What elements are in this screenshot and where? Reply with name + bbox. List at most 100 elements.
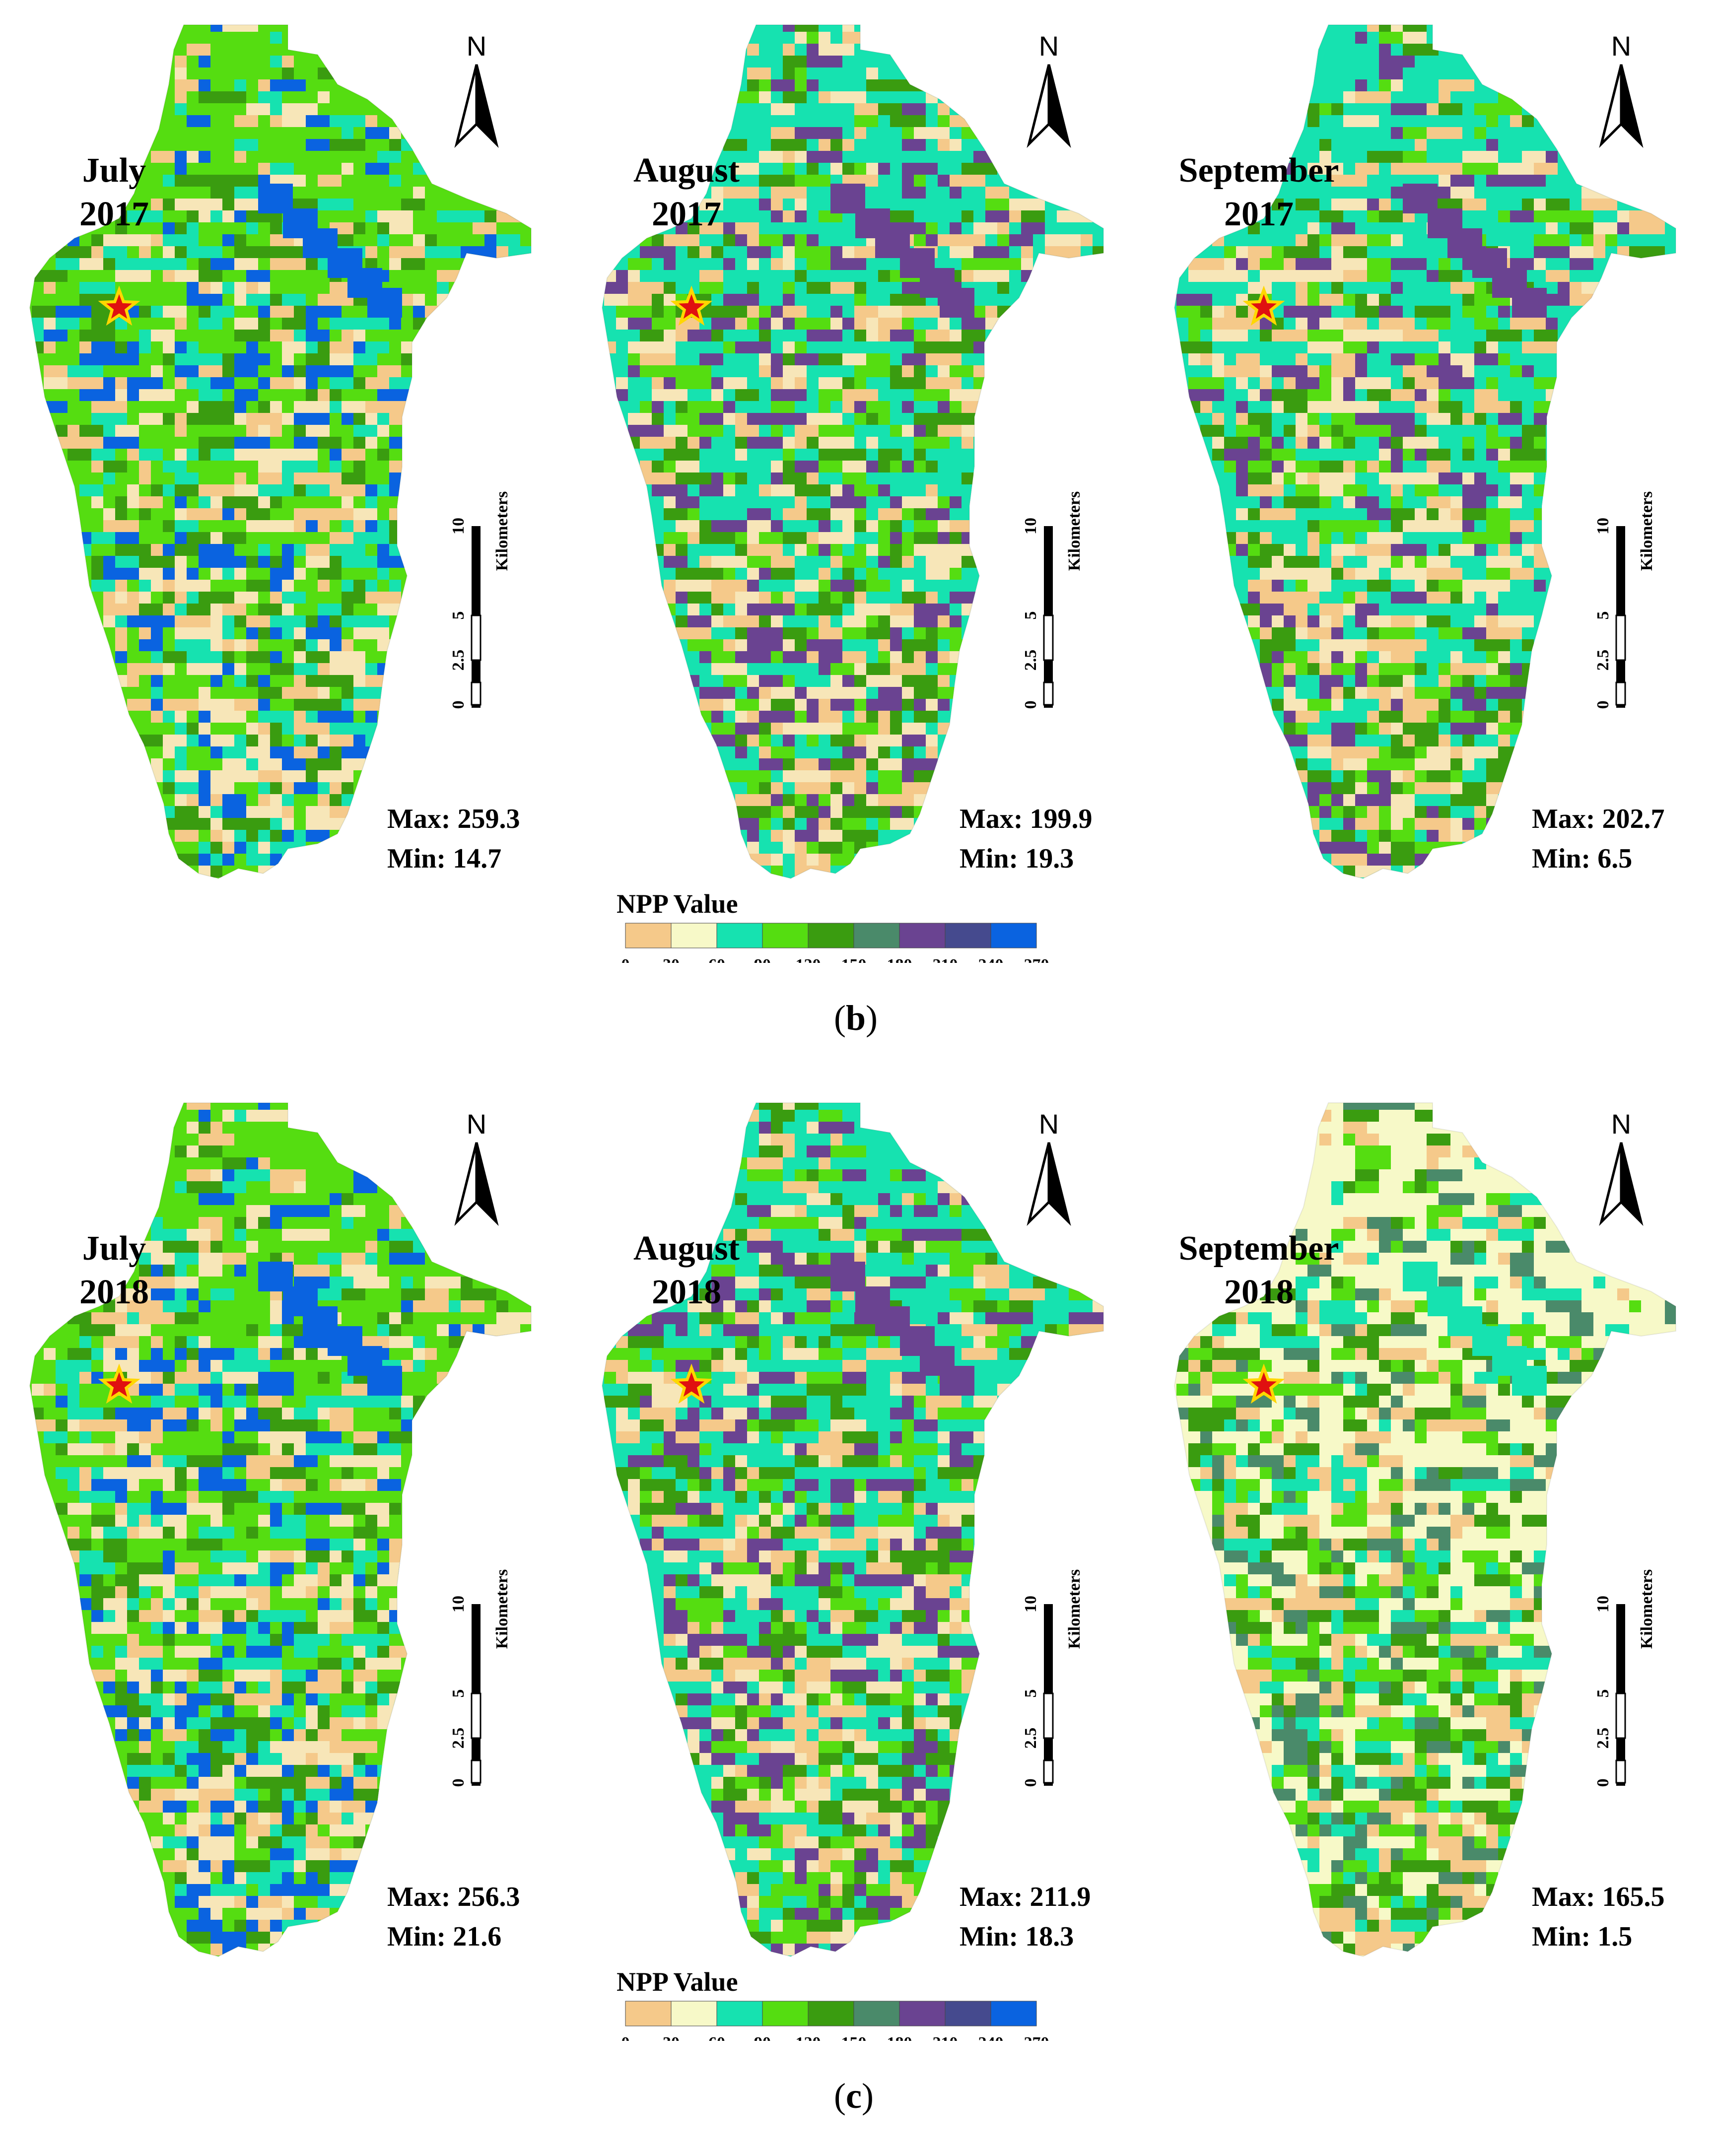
north-arrow-icon: N (1591, 1108, 1651, 1227)
legend-tick: 270 (1024, 2034, 1049, 2041)
north-arrow-icon: N (447, 30, 506, 149)
month-year-label: August 2017 (602, 149, 771, 236)
legend-swatch (716, 923, 763, 948)
scale-tick: 5 (1022, 1689, 1040, 1698)
month-text: July (82, 1229, 146, 1268)
map-panel-august-2018: August 2018 N Kilometers 0 2.5 5 10 Max: 211.9 Mi… (572, 1078, 1145, 2038)
scale-bar: Kilometers 0 2.5 5 10 (1014, 437, 1094, 715)
npp-legend: NPP Value 0 30 60 90 120 150 180 210 240 270 (611, 1966, 1087, 2041)
region-outline (29, 24, 532, 879)
legend-swatch (762, 923, 809, 948)
legend-tick: 60 (708, 2034, 725, 2041)
min-value: Min: 14.7 (387, 843, 502, 874)
legend-title: NPP Value (617, 1967, 738, 1997)
npp-map (601, 24, 1104, 879)
year-text: 2018 (652, 1273, 721, 1311)
legend-tick: 60 (708, 956, 725, 963)
site-star-icon (670, 285, 713, 326)
scale-tick: 0 (1594, 1779, 1612, 1787)
min-value: Min: 21.6 (387, 1921, 502, 1952)
legend-swatch (625, 923, 672, 948)
map-panel-july-2018: July 2018 N Kilometers 0 2.5 5 10 Max: 256.3 Min:… (0, 1078, 572, 2038)
legend-swatch (945, 2001, 991, 2026)
max-min-stats: Max: 202.7 Min: 6.5 (1532, 799, 1665, 878)
scale-unit: Kilometers (1065, 1569, 1084, 1649)
legend-tick: 120 (796, 956, 821, 963)
region-outline (1173, 1102, 1676, 1957)
legend-tick: 180 (887, 956, 912, 963)
map-panel-august-2017: August 2017 N Kilometers 0 2.5 5 10 Max: 199.9 Mi… (572, 0, 1145, 960)
max-min-stats: Max: 256.3 Min: 21.6 (387, 1877, 520, 1956)
caption-letter: c (845, 2076, 862, 2116)
scale-tick: 10 (1022, 518, 1040, 535)
legend-tick: 30 (663, 2034, 680, 2041)
npp-map (1173, 24, 1676, 879)
legend-title: NPP Value (617, 889, 738, 919)
legend-swatch (762, 2001, 809, 2026)
scale-unit: Kilometers (1638, 1569, 1656, 1649)
npp-map (29, 24, 532, 879)
year-text: 2018 (79, 1273, 149, 1311)
scale-tick: 0 (449, 1779, 468, 1787)
npp-legend: NPP Value 0 30 60 90 120 150 180 210 240 270 (611, 888, 1087, 963)
scale-bar: Kilometers 0 2.5 5 10 (1586, 1515, 1666, 1793)
max-value: Max: 211.9 (960, 1882, 1091, 1912)
legend-swatch (671, 923, 717, 948)
legend-tick: 270 (1024, 956, 1049, 963)
north-label: N (1611, 1108, 1631, 1140)
site-star-icon (670, 1363, 713, 1404)
legend-tick: 210 (933, 956, 958, 963)
scale-tick: 2.5 (1594, 650, 1612, 671)
legend-tick: 90 (754, 2034, 771, 2041)
min-value: Min: 6.5 (1532, 843, 1633, 874)
north-arrow-icon: N (1019, 1108, 1079, 1227)
scale-tick: 10 (1594, 1596, 1612, 1613)
north-label: N (1039, 30, 1059, 62)
month-text: August (633, 151, 740, 190)
legend-tick: 30 (663, 956, 680, 963)
legend-swatch (716, 2001, 763, 2026)
max-min-stats: Max: 165.5 Min: 1.5 (1532, 1877, 1665, 1956)
year-text: 2017 (1224, 195, 1294, 233)
scale-bar: Kilometers 0 2.5 5 10 (1586, 437, 1666, 715)
max-value: Max: 202.7 (1532, 804, 1665, 834)
npp-map (1173, 1102, 1676, 1957)
north-label: N (1611, 30, 1631, 62)
legend-tick: 0 (621, 2034, 630, 2041)
legend-swatch (671, 2001, 717, 2026)
min-value: Min: 19.3 (960, 843, 1074, 874)
max-value: Max: 199.9 (960, 804, 1093, 834)
month-year-label: September 2017 (1174, 149, 1343, 236)
legend-tick: 180 (887, 2034, 912, 2041)
npp-map (601, 1102, 1104, 1957)
legend-swatch (853, 923, 900, 948)
scale-tick: 2.5 (449, 1728, 468, 1749)
scale-bar: Kilometers 0 2.5 5 10 (442, 1515, 521, 1793)
legend-swatch (808, 923, 854, 948)
npp-map (29, 1102, 532, 1957)
scale-unit: Kilometers (1638, 491, 1656, 571)
north-label: N (467, 30, 486, 62)
north-arrow-icon: N (1591, 30, 1651, 149)
scale-tick: 10 (449, 518, 468, 535)
scale-tick: 2.5 (1022, 650, 1040, 671)
map-panel-july-2017: July 2017 N Kilometers 0 2.5 5 10 Max: 259.3 Min:… (0, 0, 572, 960)
npp-raster (602, 1103, 1103, 1956)
max-min-stats: Max: 259.3 Min: 14.7 (387, 799, 520, 878)
legend-swatch (853, 2001, 900, 2026)
legend-tick: 240 (978, 2034, 1004, 2041)
scale-bar: Kilometers 0 2.5 5 10 (442, 437, 521, 715)
max-value: Max: 256.3 (387, 1882, 520, 1912)
year-text: 2017 (652, 195, 721, 233)
legend-swatch (945, 923, 991, 948)
npp-raster (1174, 25, 1676, 878)
legend-tick: 210 (933, 2034, 958, 2041)
month-year-label: September 2018 (1174, 1227, 1343, 1314)
legend-swatch (808, 2001, 854, 2026)
max-value: Max: 259.3 (387, 804, 520, 834)
scale-tick: 2.5 (449, 650, 468, 671)
site-star-icon (1242, 1363, 1285, 1404)
scale-tick: 10 (1022, 1596, 1040, 1613)
scale-tick: 0 (1594, 701, 1612, 709)
figure-caption: (c) (834, 2076, 874, 2116)
